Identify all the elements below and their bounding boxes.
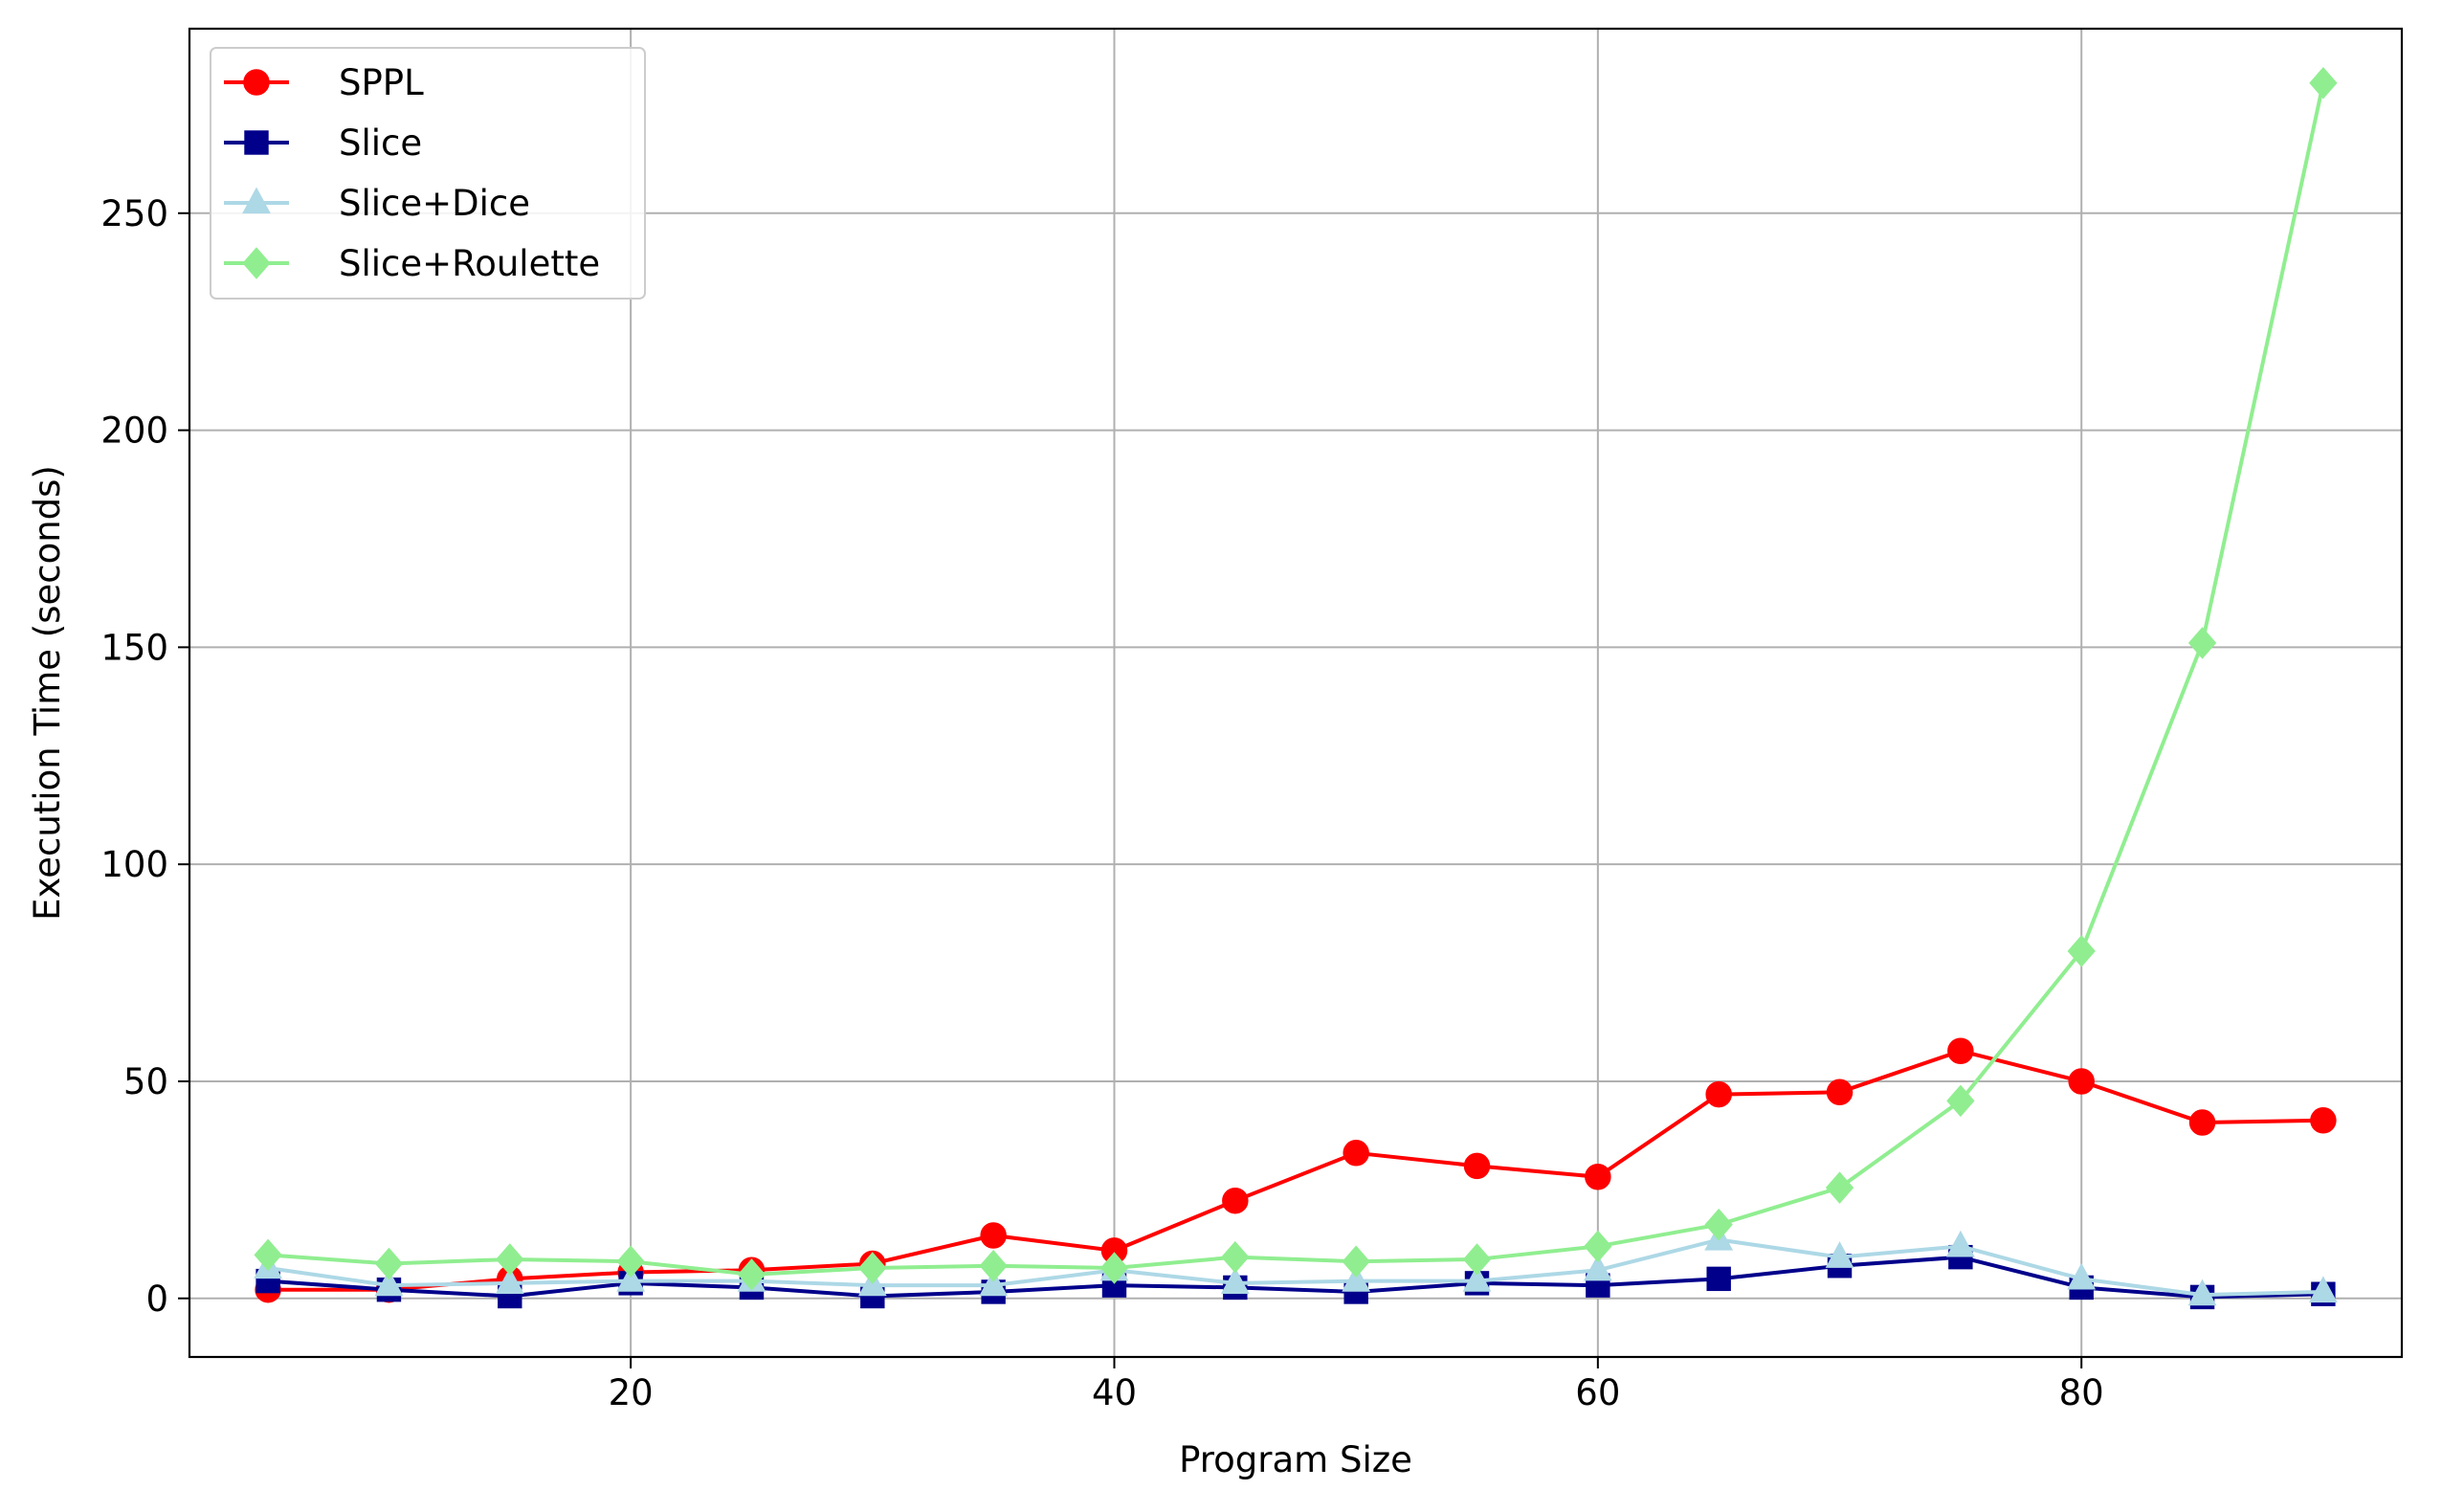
ticks-layer: 20 40 60 80 0 50 100 150 200 250 — [100, 193, 2103, 1413]
y-tick-label: 250 — [100, 193, 168, 234]
x-tick-label: 40 — [1092, 1372, 1137, 1413]
data-point — [979, 1250, 1008, 1282]
legend-label: Slice+Roulette — [339, 243, 600, 284]
legend-item: SPPL — [224, 62, 424, 103]
series-slice-roulette — [254, 66, 2338, 1291]
data-point — [980, 1222, 1007, 1249]
data-point — [2188, 1109, 2216, 1136]
y-tick-label: 200 — [100, 411, 168, 452]
data-point — [2067, 1262, 2097, 1290]
data-point — [1462, 1243, 1492, 1276]
data-point — [1220, 1267, 1250, 1295]
x-axis-label: Program Size — [1179, 1439, 1412, 1480]
data-point — [1704, 1208, 1733, 1241]
legend-label: Slice — [339, 122, 422, 164]
data-point — [1584, 1230, 1612, 1263]
legend-marker — [244, 130, 269, 155]
data-point — [1343, 1140, 1369, 1167]
y-tick-label: 150 — [100, 627, 168, 668]
legend-item: Slice+Roulette — [224, 243, 600, 284]
data-point — [1583, 1254, 1612, 1281]
data-point — [1945, 1230, 1975, 1257]
data-point — [2187, 627, 2217, 659]
plot-frame — [188, 27, 2404, 1359]
legend-box — [210, 47, 646, 300]
data-point — [1705, 1080, 1732, 1108]
x-tick-label: 60 — [1575, 1372, 1620, 1413]
legend-marker — [242, 247, 271, 279]
data-point — [1585, 1164, 1611, 1190]
data-point — [2309, 66, 2338, 100]
data-point — [2308, 1276, 2338, 1303]
data-point — [2187, 1279, 2217, 1306]
data-point — [1099, 1252, 1129, 1284]
series-line — [267, 1255, 2323, 1300]
x-tick-label: 20 — [609, 1372, 654, 1413]
data-point — [1706, 1266, 1731, 1292]
legend-item: Slice+Dice — [224, 183, 530, 224]
data-point — [1342, 1245, 1370, 1278]
data-point — [858, 1252, 887, 1284]
data-point — [374, 1247, 404, 1280]
data-point — [1342, 1265, 1371, 1292]
legend-item: Slice — [224, 122, 422, 164]
data-point — [1463, 1152, 1491, 1180]
data-point — [1825, 1241, 1854, 1268]
data-point — [616, 1265, 646, 1292]
data-point — [979, 1269, 1009, 1297]
data-point — [254, 1238, 282, 1272]
data-point — [1221, 1240, 1250, 1274]
legend-label: SPPL — [339, 62, 424, 103]
series-line — [267, 1237, 2323, 1298]
x-tick-label: 80 — [2059, 1372, 2104, 1413]
data-point — [1947, 1037, 1974, 1064]
series-layer — [254, 66, 2338, 1310]
data-point — [616, 1245, 645, 1278]
legend-marker — [242, 187, 271, 214]
data-point — [495, 1267, 524, 1295]
legend-marker — [243, 69, 270, 96]
data-point — [2067, 935, 2096, 967]
y-tick-label: 0 — [145, 1279, 168, 1320]
data-point — [737, 1258, 766, 1291]
series-line — [267, 82, 2325, 1277]
data-point — [1825, 1171, 1854, 1204]
data-point — [496, 1243, 524, 1276]
legend-label: Slice+Dice — [339, 183, 530, 224]
series-line — [268, 1049, 2323, 1292]
data-point — [1946, 1084, 1975, 1118]
legend: SPPL Slice Slice+Dice Slice+Roulette — [210, 47, 646, 300]
data-point — [2068, 1068, 2095, 1095]
y-tick-label: 50 — [123, 1061, 168, 1102]
y-axis-label: Execution Time (seconds) — [27, 465, 68, 921]
data-point — [374, 1269, 404, 1297]
y-tick-label: 100 — [100, 844, 168, 885]
data-point — [1462, 1265, 1492, 1292]
data-point — [1222, 1187, 1249, 1214]
grid-layer — [189, 29, 2402, 1357]
data-point — [2310, 1107, 2337, 1134]
data-point — [1826, 1078, 1854, 1106]
